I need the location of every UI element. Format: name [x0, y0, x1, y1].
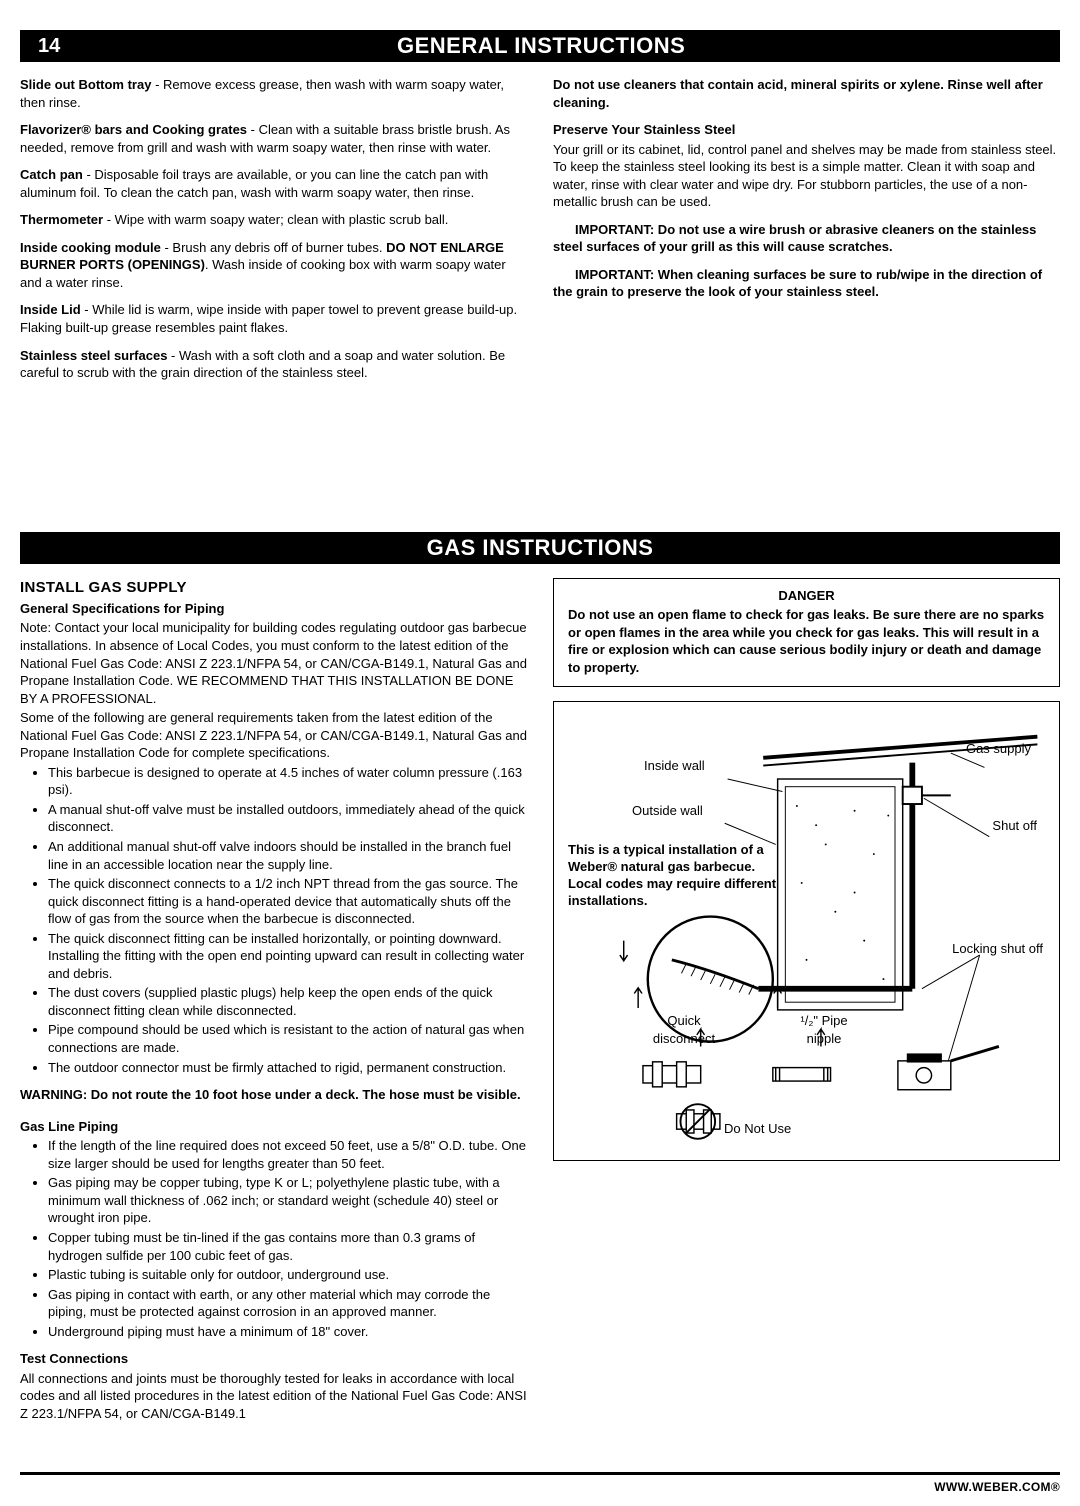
label-gas-supply: Gas supply: [966, 740, 1031, 758]
label-pipe-nipple: ¹/₂" Pipe nipple: [794, 1012, 854, 1047]
label-do-not-use: Do Not Use: [724, 1120, 791, 1138]
spec-body: Note: Contact your local municipality fo…: [20, 619, 527, 707]
gas-left-col: INSTALL GAS SUPPLY General Specification…: [20, 578, 527, 1433]
header-title-1: GENERAL INSTRUCTIONS: [22, 31, 1060, 61]
header-title-2: GAS INSTRUCTIONS: [20, 533, 1060, 563]
install-gas-head: INSTALL GAS SUPPLY: [20, 578, 527, 598]
list-item: This barbecue is designed to operate at …: [48, 764, 527, 799]
spec-bullets: This barbecue is designed to operate at …: [20, 764, 527, 1076]
danger-title: DANGER: [568, 587, 1045, 605]
list-item: Plastic tubing is suitable only for outd…: [48, 1266, 527, 1284]
list-item: The quick disconnect fitting can be inst…: [48, 930, 527, 983]
danger-body: Do not use an open flame to check for ga…: [568, 606, 1045, 676]
para-catch-pan: Catch pan - Disposable foil trays are av…: [20, 166, 527, 201]
piping-bullets: If the length of the line required does …: [20, 1137, 527, 1340]
list-item: If the length of the line required does …: [48, 1137, 527, 1172]
para-cooking-module: Inside cooking module - Brush any debris…: [20, 239, 527, 292]
gas-columns: INSTALL GAS SUPPLY General Specification…: [20, 578, 1060, 1433]
para-no-acid: Do not use cleaners that contain acid, m…: [553, 76, 1060, 111]
warning-hose: WARNING: Do not route the 10 foot hose u…: [20, 1086, 527, 1104]
general-left-col: Slide out Bottom tray - Remove excess gr…: [20, 76, 527, 392]
general-columns: Slide out Bottom tray - Remove excess gr…: [20, 76, 1060, 392]
footer: WWW.WEBER.COM®: [20, 1472, 1060, 1495]
general-right-col: Do not use cleaners that contain acid, m…: [553, 76, 1060, 392]
important-1: IMPORTANT: Do not use a wire brush or ab…: [553, 221, 1060, 256]
para-bottom-tray: Slide out Bottom tray - Remove excess gr…: [20, 76, 527, 111]
list-item: The quick disconnect connects to a 1/2 i…: [48, 875, 527, 928]
para-stainless-surfaces: Stainless steel surfaces - Wash with a s…: [20, 347, 527, 382]
installation-diagram: [566, 714, 1047, 1148]
diagram-box: Gas supply Inside wall Outside wall Shut…: [553, 701, 1060, 1161]
test-body: All connections and joints must be thoro…: [20, 1370, 527, 1423]
list-item: Underground piping must have a minimum o…: [48, 1323, 527, 1341]
label-locking-shut-off: Locking shut off: [952, 940, 1043, 958]
preserve-body: Your grill or its cabinet, lid, control …: [553, 141, 1060, 211]
label-inside-wall: Inside wall: [644, 757, 705, 775]
list-item: Gas piping may be copper tubing, type K …: [48, 1174, 527, 1227]
header-general: 14 GENERAL INSTRUCTIONS: [20, 30, 1060, 62]
list-item: Copper tubing must be tin-lined if the g…: [48, 1229, 527, 1264]
label-quick-disconnect: Quick disconnect: [644, 1012, 724, 1047]
list-item: The dust covers (supplied plastic plugs)…: [48, 984, 527, 1019]
preserve-head: Preserve Your Stainless Steel: [553, 121, 1060, 139]
list-item: Pipe compound should be used which is re…: [48, 1021, 527, 1056]
test-head: Test Connections: [20, 1350, 527, 1368]
para-inside-lid: Inside Lid - While lid is warm, wipe ins…: [20, 301, 527, 336]
list-item: An additional manual shut-off valve indo…: [48, 838, 527, 873]
footer-url: WWW.WEBER.COM®: [934, 1480, 1060, 1494]
spec-body2: Some of the following are general requir…: [20, 709, 527, 762]
important-2: IMPORTANT: When cleaning surfaces be sur…: [553, 266, 1060, 301]
para-flavorizer: Flavorizer® bars and Cooking grates - Cl…: [20, 121, 527, 156]
label-shut-off: Shut off: [992, 817, 1037, 835]
piping-head: Gas Line Piping: [20, 1118, 527, 1136]
diagram-note: This is a typical installation of a Webe…: [568, 842, 778, 910]
label-outside-wall: Outside wall: [632, 802, 703, 820]
list-item: A manual shut-off valve must be installe…: [48, 801, 527, 836]
list-item: The outdoor connector must be firmly att…: [48, 1059, 527, 1077]
para-thermometer: Thermometer - Wipe with warm soapy water…: [20, 211, 527, 229]
gas-right-col: DANGER Do not use an open flame to check…: [553, 578, 1060, 1433]
header-gas: GAS INSTRUCTIONS: [20, 532, 1060, 564]
danger-box: DANGER Do not use an open flame to check…: [553, 578, 1060, 688]
spec-head: General Specifications for Piping: [20, 600, 527, 618]
list-item: Gas piping in contact with earth, or any…: [48, 1286, 527, 1321]
